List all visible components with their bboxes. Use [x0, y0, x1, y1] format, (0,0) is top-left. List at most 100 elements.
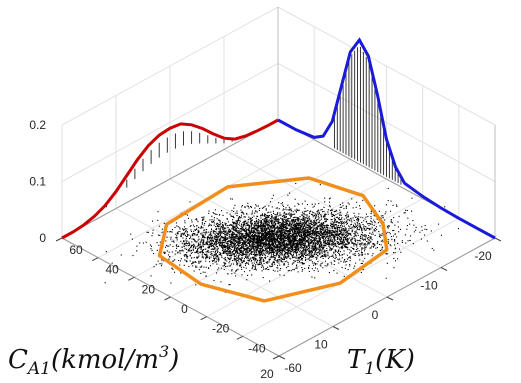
scatter-point [308, 257, 310, 259]
scatter-point [329, 246, 331, 248]
scatter-point [398, 231, 400, 233]
scatter-point [342, 233, 344, 235]
scatter-point [254, 266, 256, 268]
scatter-point [295, 244, 297, 246]
scatter-point [309, 250, 311, 252]
scatter-point [341, 243, 343, 245]
scatter-point [235, 275, 237, 277]
scatter-point [188, 250, 190, 252]
scatter-point [220, 226, 222, 228]
scatter-point [227, 247, 229, 249]
scatter-point [283, 263, 285, 265]
scatter-point [280, 249, 282, 251]
scatter-point [279, 212, 281, 214]
scatter-point [236, 263, 238, 265]
scatter-point [249, 248, 251, 250]
scatter-point [218, 259, 220, 261]
scatter-point [339, 225, 341, 227]
scatter-point [308, 224, 310, 226]
scatter-point [377, 242, 379, 244]
scatter-point [346, 244, 348, 246]
scatter-point [274, 227, 276, 229]
scatter-point [211, 239, 213, 241]
scatter-point [353, 242, 355, 244]
scatter-point [300, 230, 302, 232]
scatter-point [279, 235, 281, 237]
scatter-point [284, 229, 286, 231]
scatter-point [281, 246, 283, 248]
scatter-point [320, 263, 322, 265]
scatter-point [233, 217, 235, 219]
scatter-point [295, 229, 297, 231]
scatter-point [313, 264, 315, 266]
scatter-point [216, 246, 218, 248]
scatter-point [279, 245, 281, 247]
scatter-point [326, 247, 328, 249]
scatter-point [276, 220, 278, 222]
scatter-point [260, 236, 262, 238]
scatter-point [214, 261, 216, 263]
scatter-point [350, 239, 352, 241]
scatter-point [281, 242, 283, 244]
scatter-point [316, 231, 318, 233]
scatter-point [285, 234, 287, 236]
scatter-point [276, 216, 278, 218]
scatter-point [288, 242, 290, 244]
scatter-point [350, 240, 352, 242]
scatter-point [240, 235, 242, 237]
scatter-point [309, 226, 311, 228]
scatter-point [265, 261, 267, 263]
scatter-point [302, 223, 304, 225]
scatter-point [270, 252, 272, 254]
scatter-point [251, 251, 253, 253]
scatter-point [325, 245, 327, 247]
scatter-point [321, 232, 323, 234]
scatter-point [228, 253, 230, 255]
scatter-point [311, 226, 313, 228]
scatter-point [344, 243, 346, 245]
scatter-point [277, 226, 279, 228]
scatter-point [295, 226, 297, 228]
scatter-point [184, 222, 186, 224]
scatter-point [184, 233, 186, 235]
scatter-point [258, 233, 260, 235]
scatter-point [252, 231, 254, 233]
scatter-point [318, 235, 320, 237]
scatter-point [250, 252, 252, 254]
scatter-point [306, 231, 308, 233]
scatter-point [270, 237, 272, 239]
scatter-point [353, 233, 355, 235]
scatter-point [278, 251, 280, 253]
scatter-point [224, 236, 226, 238]
scatter-point [327, 245, 329, 247]
scatter-point [308, 267, 310, 269]
scatter-point [274, 251, 276, 253]
scatter-point [272, 221, 274, 223]
scatter-point [241, 233, 243, 235]
scatter-point [364, 244, 366, 246]
scatter-point [349, 252, 351, 254]
scatter-point [269, 228, 271, 230]
scatter-point [260, 226, 262, 228]
scatter-point [341, 227, 343, 229]
scatter-point [264, 268, 266, 270]
scatter-point [251, 237, 253, 239]
scatter-point [385, 277, 387, 279]
scatter-point [286, 244, 288, 246]
scatter-point [198, 245, 200, 247]
scatter-point [320, 231, 322, 233]
scatter-point [325, 240, 327, 242]
scatter-point [272, 222, 274, 224]
scatter-point [295, 246, 297, 248]
scatter-point [319, 249, 321, 251]
scatter-point [270, 225, 272, 227]
scatter-point [271, 229, 273, 231]
scatter-point [248, 259, 250, 261]
scatter-point [327, 257, 329, 259]
scatter-point [426, 240, 428, 242]
scatter-point [291, 251, 293, 253]
scatter-point [280, 232, 282, 234]
scatter-point [266, 232, 268, 234]
scatter-point [233, 259, 235, 261]
scatter-point [210, 235, 212, 237]
